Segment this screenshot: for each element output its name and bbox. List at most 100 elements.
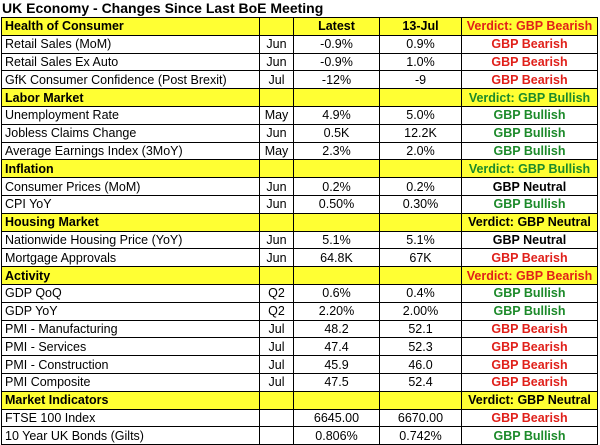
indicator-name: 10 Year UK Bonds (Gilts) xyxy=(1,426,260,445)
section-title: Market Indicators xyxy=(1,390,260,410)
table-row: Jobless Claims Change Jun 0.5K 12.2K GBP Bul… xyxy=(1,123,598,143)
indicator-period: Jul xyxy=(259,372,294,392)
latest-value: 4.9% xyxy=(293,105,380,125)
section-title: Health of Consumer xyxy=(1,17,260,36)
indicator-period: Q2 xyxy=(259,301,294,321)
latest-value: 6645.00 xyxy=(293,408,380,428)
latest-value: 0.2% xyxy=(293,177,380,196)
previous-value: 0.9% xyxy=(379,34,462,54)
table-row: PMI Composite Jul 47.5 52.4 GBP Bearish xyxy=(1,372,598,392)
previous-value: 67K xyxy=(379,248,462,268)
page-title: UK Economy - Changes Since Last BoE Meet… xyxy=(2,0,324,16)
previous-value: 5.1% xyxy=(379,230,462,250)
latest-value: 47.5 xyxy=(293,372,380,392)
section-title: Activity xyxy=(1,266,260,285)
section-verdict: Verdict: GBP Bearish xyxy=(461,266,598,285)
indicator-verdict: GBP Bullish xyxy=(461,301,598,321)
section-title: Housing Market xyxy=(1,212,260,232)
indicator-period xyxy=(259,408,294,428)
previous-value: 0.4% xyxy=(379,283,462,303)
table-row: CPI YoY Jun 0.50% 0.30% GBP Bullish xyxy=(1,194,598,214)
economy-table: Health of Consumer Latest 13-Jul Verdict: G… xyxy=(1,17,598,445)
table-row: Consumer Prices (MoM) Jun 0.2% 0.2% GBP Neut… xyxy=(1,177,598,196)
previous-value: 2.00% xyxy=(379,301,462,321)
section-blank-cell xyxy=(259,159,294,179)
table-row: Average Earnings Index (3MoY) May 2.3% 2.0%… xyxy=(1,141,598,161)
section-blank-cell xyxy=(259,88,294,107)
indicator-verdict: GBP Neutral xyxy=(461,177,598,196)
section-blank-cell xyxy=(293,88,380,107)
indicator-verdict: GBP Bearish xyxy=(461,337,598,357)
table-row: Unemployment Rate May 4.9% 5.0% GBP Bullish xyxy=(1,105,598,125)
previous-value: -9 xyxy=(379,70,462,90)
indicator-period: Jul xyxy=(259,355,294,374)
indicator-name: CPI YoY xyxy=(1,194,260,214)
section-blank-cell xyxy=(379,266,462,285)
previous-value: 46.0 xyxy=(379,355,462,374)
indicator-verdict: GBP Bullish xyxy=(461,123,598,143)
latest-value: 45.9 xyxy=(293,355,380,374)
section-blank-cell xyxy=(379,212,462,232)
section-title: Labor Market xyxy=(1,88,260,107)
indicator-name: Unemployment Rate xyxy=(1,105,260,125)
indicator-name: PMI - Manufacturing xyxy=(1,319,260,339)
section-blank-cell xyxy=(259,212,294,232)
indicator-name: Retail Sales (MoM) xyxy=(1,34,260,54)
indicator-name: GfK Consumer Confidence (Post Brexit) xyxy=(1,70,260,90)
latest-value: 47.4 xyxy=(293,337,380,357)
indicator-verdict: GBP Bearish xyxy=(461,372,598,392)
indicator-period: Jun xyxy=(259,177,294,196)
column-header-latest: Latest xyxy=(293,17,380,36)
indicator-period: Jul xyxy=(259,70,294,90)
latest-value: 2.3% xyxy=(293,141,380,161)
section-blank-cell xyxy=(293,390,380,410)
section-verdict: Verdict: GBP Bullish xyxy=(461,88,598,107)
table-row: GDP QoQ Q2 0.6% 0.4% GBP Bullish xyxy=(1,283,598,303)
section-header-row: Health of Consumer Latest 13-Jul Verdict: G… xyxy=(1,17,598,36)
section-blank-cell xyxy=(293,212,380,232)
indicator-period: May xyxy=(259,105,294,125)
latest-value: 2.20% xyxy=(293,301,380,321)
indicator-verdict: GBP Bullish xyxy=(461,283,598,303)
section-verdict: Verdict: GBP Bullish xyxy=(461,159,598,179)
section-blank-cell xyxy=(293,266,380,285)
table-row: Mortgage Approvals Jun 64.8K 67K GBP Bearish xyxy=(1,248,598,268)
section-title: Inflation xyxy=(1,159,260,179)
section-header-row: Inflation Verdict: GBP Bullish xyxy=(1,159,598,179)
indicator-period: Jun xyxy=(259,194,294,214)
table-row: 10 Year UK Bonds (Gilts) 0.806% 0.742% GBP … xyxy=(1,426,598,445)
latest-value: 5.1% xyxy=(293,230,380,250)
indicator-name: Jobless Claims Change xyxy=(1,123,260,143)
previous-value: 0.30% xyxy=(379,194,462,214)
indicator-name: Retail Sales Ex Auto xyxy=(1,52,260,72)
indicator-period: May xyxy=(259,141,294,161)
indicator-name: Nationwide Housing Price (YoY) xyxy=(1,230,260,250)
indicator-verdict: GBP Bearish xyxy=(461,34,598,54)
section-header-row: Market Indicators Verdict: GBP Neutral xyxy=(1,390,598,410)
section-blank-cell xyxy=(259,266,294,285)
latest-value: 0.5K xyxy=(293,123,380,143)
section-header-row: Labor Market Verdict: GBP Bullish xyxy=(1,88,598,107)
table-row: PMI - Services Jul 47.4 52.3 GBP Bearish xyxy=(1,337,598,357)
latest-value: 0.50% xyxy=(293,194,380,214)
indicator-period: Q2 xyxy=(259,283,294,303)
previous-value: 6670.00 xyxy=(379,408,462,428)
latest-value: 0.806% xyxy=(293,426,380,445)
indicator-period: Jun xyxy=(259,123,294,143)
indicator-verdict: GBP Neutral xyxy=(461,230,598,250)
indicator-period: Jun xyxy=(259,52,294,72)
table-row: GDP YoY Q2 2.20% 2.00% GBP Bullish xyxy=(1,301,598,321)
section-blank-cell xyxy=(259,17,294,36)
indicator-name: Average Earnings Index (3MoY) xyxy=(1,141,260,161)
indicator-name: PMI - Services xyxy=(1,337,260,357)
indicator-verdict: GBP Bullish xyxy=(461,426,598,445)
table-row: PMI - Construction Jul 45.9 46.0 GBP Bearish xyxy=(1,355,598,374)
previous-value: 0.742% xyxy=(379,426,462,445)
table-row: Retail Sales (MoM) Jun -0.9% 0.9% GBP Bearis… xyxy=(1,34,598,54)
indicator-period: Jul xyxy=(259,319,294,339)
latest-value: 48.2 xyxy=(293,319,380,339)
section-verdict: Verdict: GBP Neutral xyxy=(461,212,598,232)
indicator-name: GDP QoQ xyxy=(1,283,260,303)
indicator-verdict: GBP Bearish xyxy=(461,52,598,72)
indicator-verdict: GBP Bearish xyxy=(461,408,598,428)
